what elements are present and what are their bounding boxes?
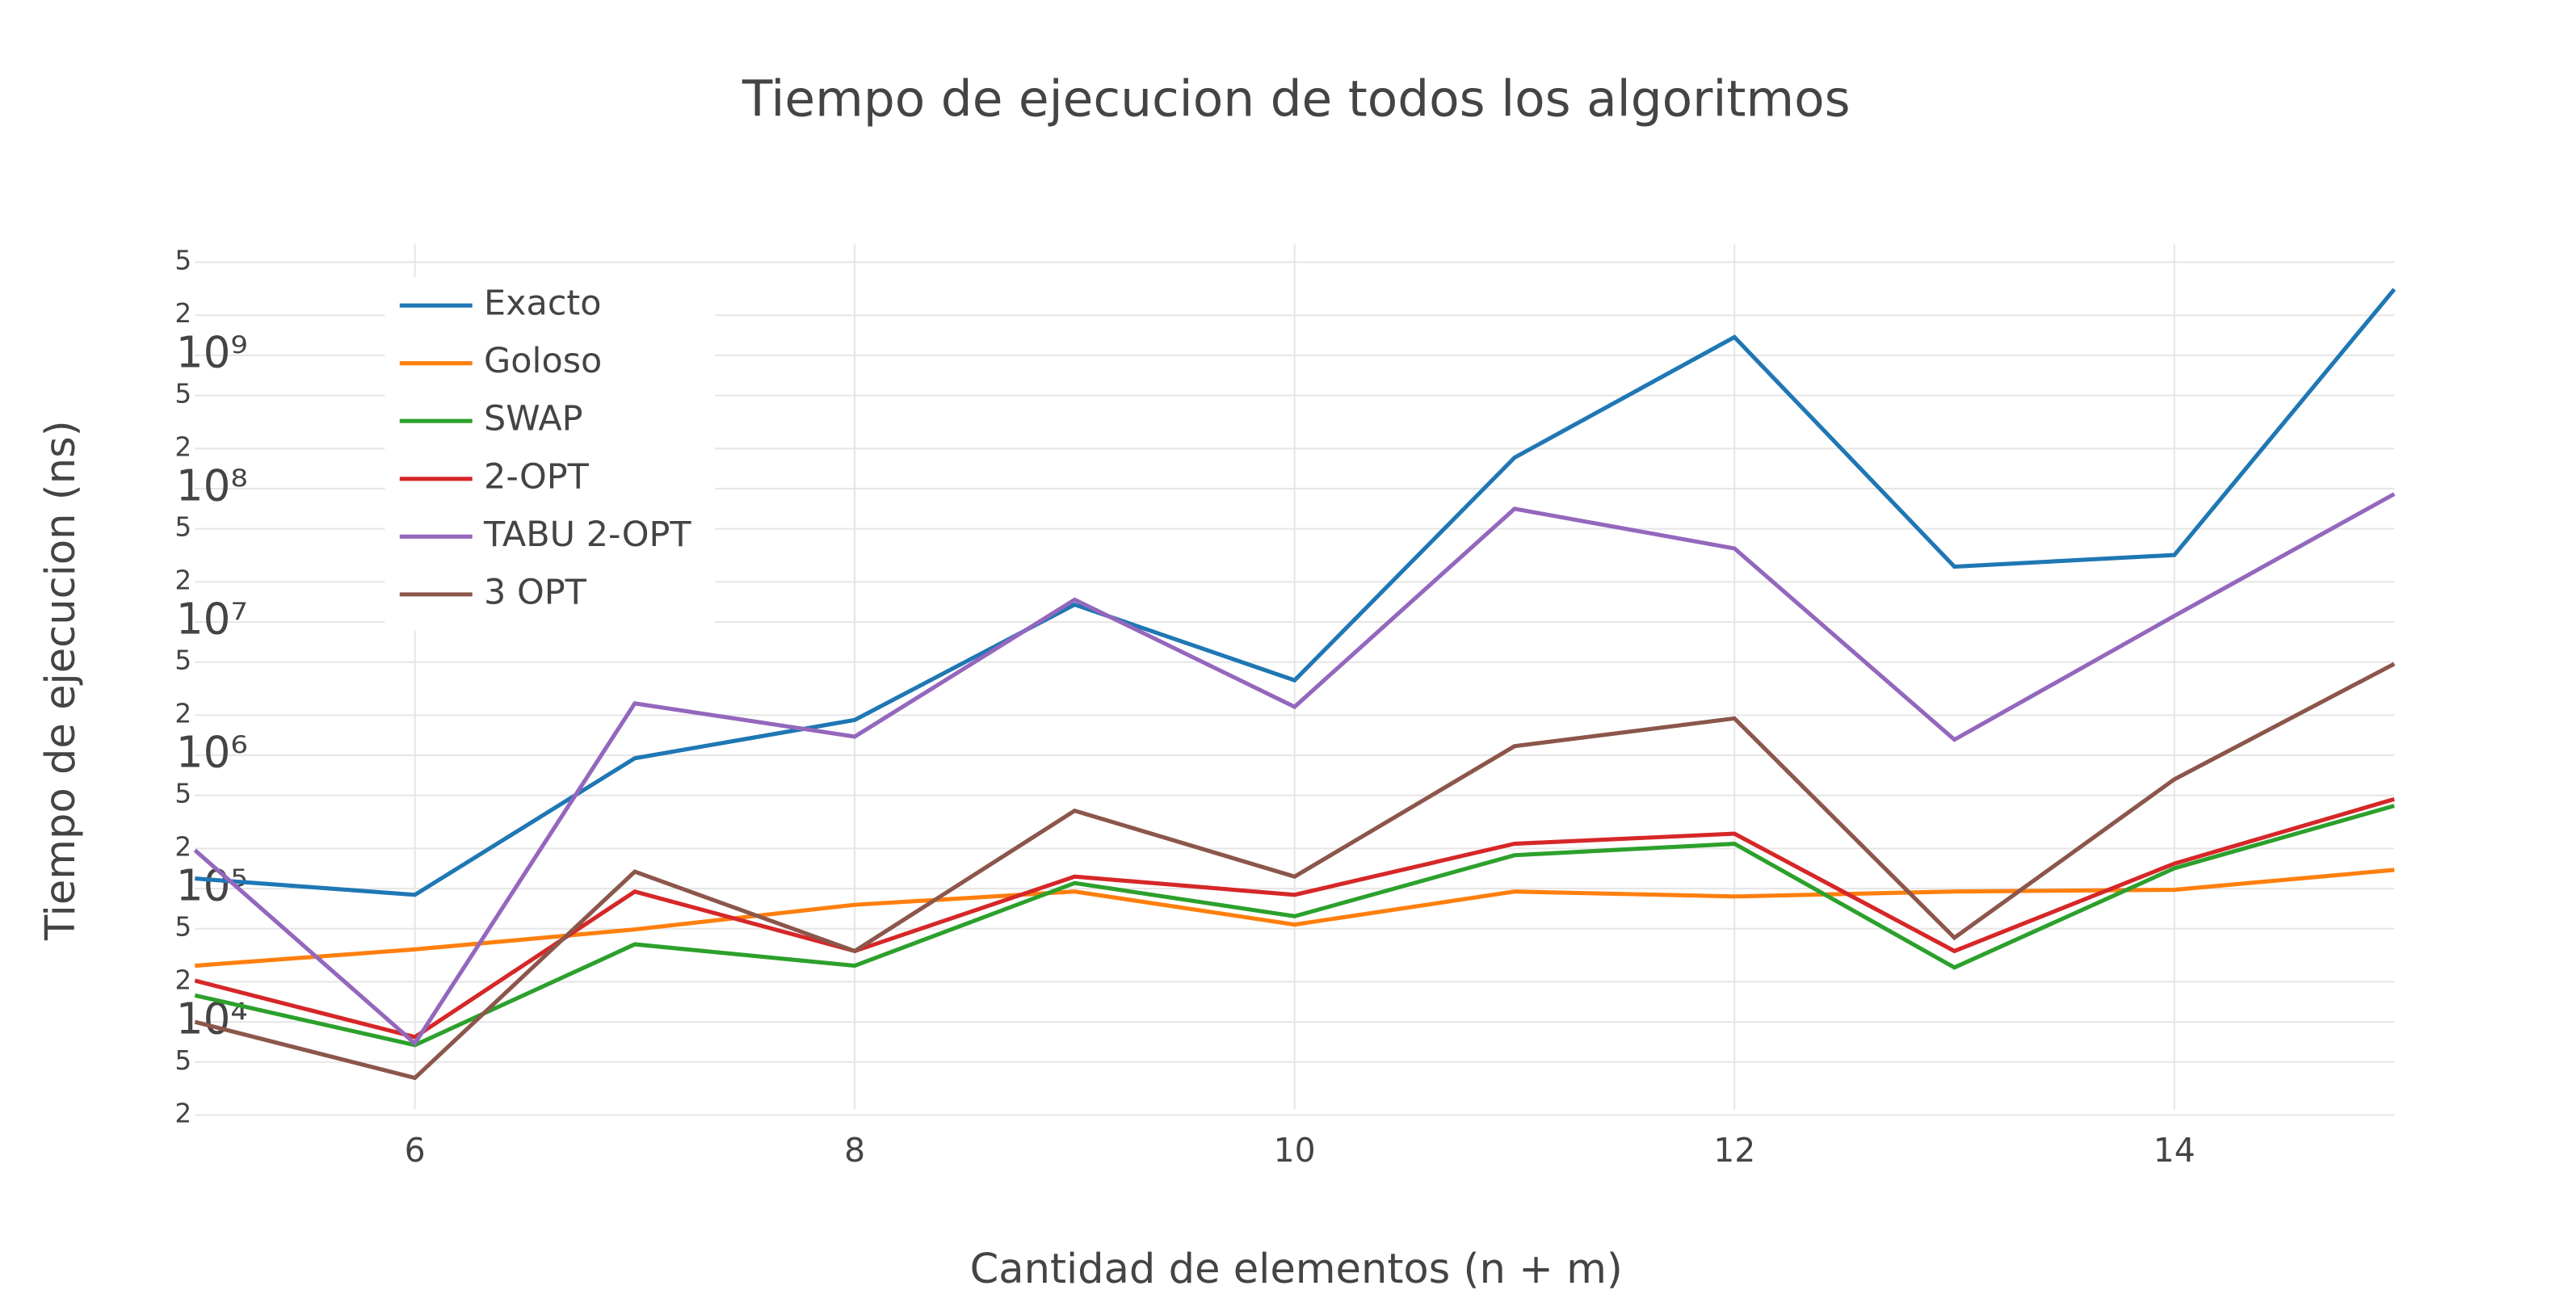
y-tick-label: 10⁸: [176, 461, 248, 511]
y-tick-label: 5: [174, 645, 191, 676]
legend-label: 3 OPT: [484, 572, 587, 612]
y-tick-label: 2: [174, 698, 191, 729]
y-tick-label: 10⁶: [176, 728, 248, 778]
x-tick-label: 10: [1274, 1131, 1316, 1170]
y-tick-label: 2: [174, 298, 191, 329]
legend-box: [385, 277, 716, 631]
y-tick-label: 5: [174, 379, 191, 410]
series-line: [195, 868, 2395, 969]
y-tick-label: 2: [174, 964, 191, 995]
x-tick-label: 8: [844, 1131, 865, 1170]
y-tick-label: 10⁹: [176, 328, 248, 378]
y-tick-label: 2: [174, 831, 191, 862]
legend-label: SWAP: [484, 399, 583, 439]
y-axis-label: Tiempo de ejecucion (ns): [37, 420, 85, 941]
x-tick-label: 6: [405, 1131, 426, 1170]
series-line: [194, 804, 2395, 1048]
y-tick-label: 10⁷: [176, 595, 248, 645]
legend: Exacto Goloso SWAP 2-OPT TABU 2-OPT 3 OPT: [385, 277, 716, 631]
y-tick-label: 5: [174, 912, 191, 943]
y-tick-label: 2: [174, 565, 191, 595]
x-axis-label: Cantidad de elementos (n + m): [970, 1246, 1623, 1293]
y-tick-label: 5: [174, 779, 191, 809]
legend-label: TABU 2-OPT: [483, 515, 691, 555]
chart-title: Tiempo de ejecucion de todos los algorit…: [742, 70, 1851, 128]
x-tick-label: 14: [2154, 1131, 2196, 1170]
y-tick-label: 10⁴: [176, 994, 248, 1044]
series-line: [195, 288, 2397, 897]
y-tick-label: 5: [174, 246, 191, 276]
y-tick-label: 2: [174, 1098, 191, 1128]
x-tick-label: 12: [1713, 1131, 1755, 1170]
y-tick-label: 5: [174, 1045, 191, 1076]
legend-label: 2-OPT: [484, 456, 590, 497]
y-tick-label: 2: [174, 431, 191, 462]
legend-label: Goloso: [484, 341, 602, 381]
y-tick-label: 5: [174, 512, 191, 543]
legend-label: Exacto: [484, 284, 601, 324]
series-line: [194, 662, 2396, 1081]
series-line: [193, 492, 2396, 1047]
